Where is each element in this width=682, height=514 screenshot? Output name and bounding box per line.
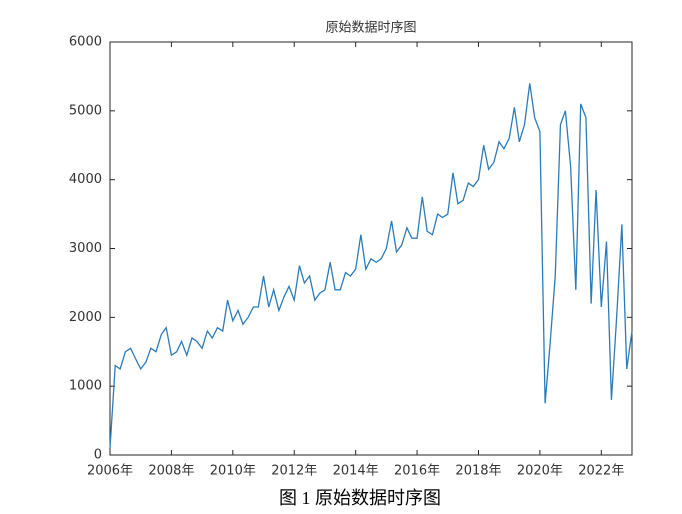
y-tick-label: 4000 — [69, 172, 102, 187]
x-tick-label: 2018年 — [455, 464, 501, 479]
chart-title: 原始数据时序图 — [325, 21, 416, 36]
y-tick-label: 5000 — [69, 103, 102, 118]
x-tick-label: 2020年 — [517, 464, 563, 479]
x-tick-label: 2016年 — [394, 464, 440, 479]
x-tick-label: 2014年 — [333, 464, 379, 479]
x-tick-label: 2022年 — [578, 464, 624, 479]
y-tick-label: 3000 — [69, 241, 102, 256]
x-tick-label: 2010年 — [210, 464, 256, 479]
y-tick-label: 1000 — [69, 379, 102, 394]
x-tick-label: 2008年 — [148, 464, 194, 479]
x-tick-label: 2006年 — [87, 464, 133, 479]
caption: 图 1 原始数据时序图 — [279, 488, 441, 508]
y-tick-label: 0 — [94, 448, 102, 463]
y-tick-label: 2000 — [69, 310, 102, 325]
data-line — [109, 83, 633, 449]
y-tick-label: 6000 — [69, 35, 102, 50]
x-tick-label: 2012年 — [271, 464, 317, 479]
axes-box — [109, 41, 633, 456]
